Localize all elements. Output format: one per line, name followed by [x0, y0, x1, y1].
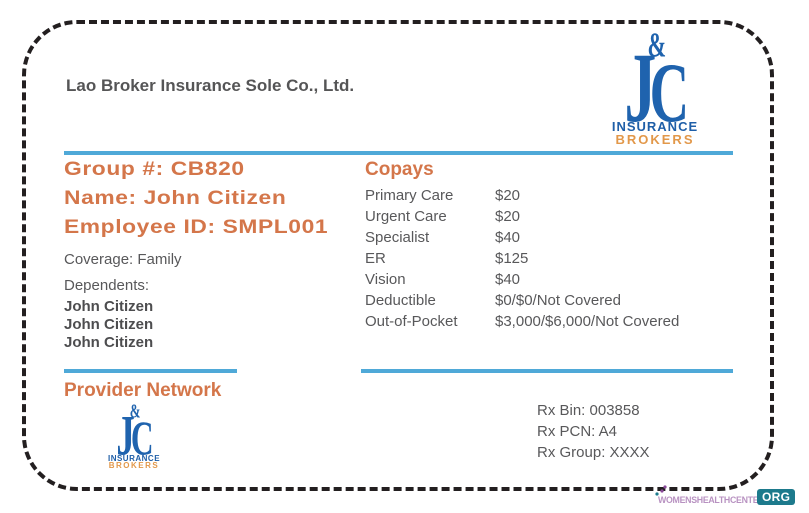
svg-text:&: & — [130, 400, 141, 423]
svg-text:&: & — [648, 27, 667, 65]
